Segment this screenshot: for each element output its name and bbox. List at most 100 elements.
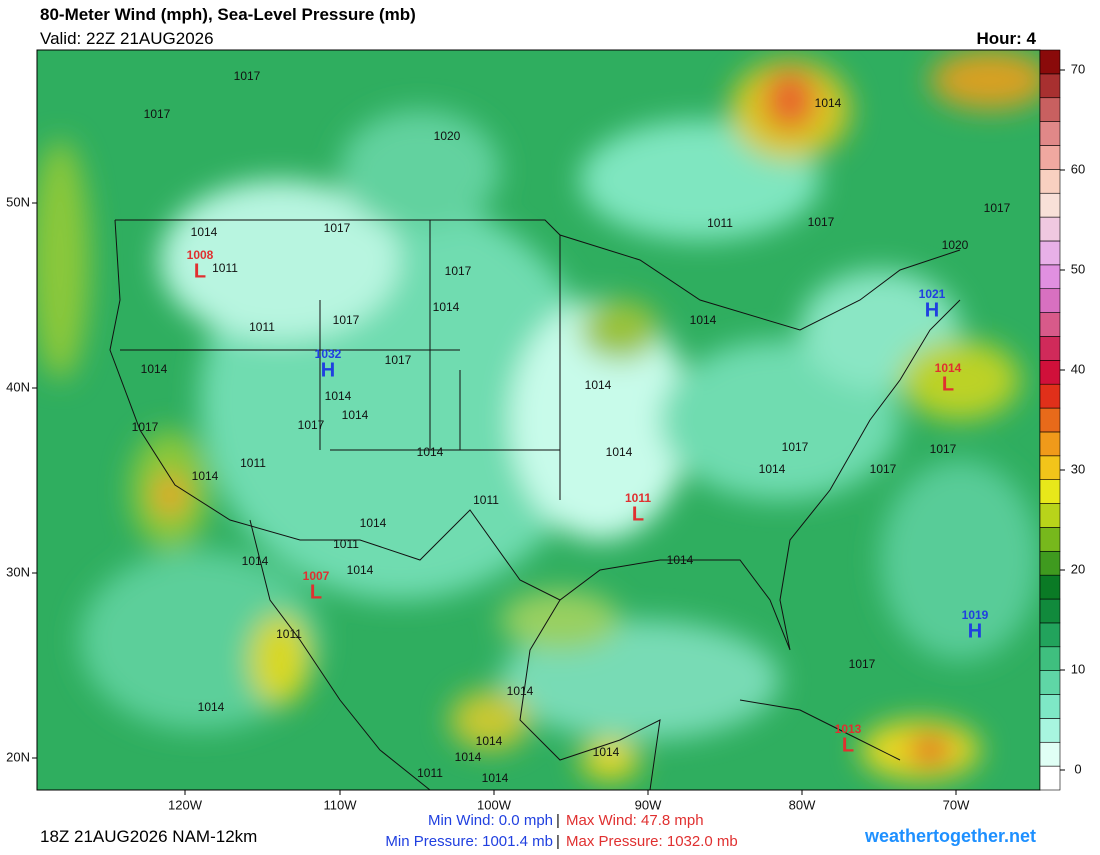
isobar-label: 1017 — [930, 442, 957, 456]
isobar-label: 1014 — [325, 389, 352, 403]
isobar-label: 1017 — [849, 657, 876, 671]
isobar-label: 1014 — [141, 362, 168, 376]
isobar-label: 1017 — [445, 264, 472, 278]
colorbar-label: 50 — [1071, 261, 1085, 276]
isobar-label: 1014 — [606, 445, 633, 459]
isobar-label: 1017 — [234, 69, 261, 83]
isobar-label: 1017 — [808, 215, 835, 229]
model-run: 18Z 21AUG2026 NAM-12km — [40, 827, 257, 846]
isobar-label: 1017 — [132, 420, 159, 434]
colorbar-swatch — [1039, 550, 1061, 576]
pressure-symbol: L — [632, 503, 644, 525]
isobar-label: 1014 — [455, 750, 482, 764]
map-area — [37, 50, 1040, 790]
lat-label: 30N — [6, 564, 30, 579]
colorbar-swatch — [1039, 192, 1061, 218]
colorbar-label: 0 — [1074, 761, 1081, 776]
isobar-label: 1014 — [417, 445, 444, 459]
isobar-label: 1017 — [385, 353, 412, 367]
valid-time: Valid: 22Z 21AUG2026 — [40, 29, 214, 48]
lat-label: 50N — [6, 194, 30, 209]
colorbar-swatch — [1039, 741, 1061, 767]
isobar-label: 1011 — [212, 261, 238, 275]
isobar-label: 1017 — [144, 107, 171, 121]
colorbar-swatch — [1039, 503, 1061, 528]
stats: Min Wind: 0.0 mph | Max Wind: 47.8 mph M… — [385, 812, 737, 850]
lon-label: 100W — [477, 797, 512, 812]
isobar-label: 1014 — [433, 300, 460, 314]
wind-field — [37, 50, 1040, 780]
isobar-label: 1011 — [276, 627, 302, 641]
isobar-label: 1014 — [585, 378, 612, 392]
isobar-label: 1020 — [942, 238, 969, 252]
isobar-label: 1014 — [482, 771, 509, 785]
pressure-symbol: H — [968, 620, 982, 642]
isobar-label: 1011 — [707, 216, 733, 230]
isobar-label: 1014 — [242, 554, 269, 568]
min-pressure: Min Pressure: 1001.4 mb — [385, 833, 553, 850]
isobar-label: 1014 — [759, 462, 786, 476]
colorbar-swatch — [1039, 288, 1061, 313]
lon-label: 70W — [943, 797, 970, 812]
pressure-symbol: H — [321, 359, 335, 381]
colorbar-swatch — [1039, 73, 1061, 99]
colorbar-swatch — [1039, 169, 1061, 194]
isobar-label: 1017 — [333, 313, 360, 327]
separator: | — [556, 812, 560, 829]
pressure-symbol: L — [310, 581, 322, 603]
isobar-label: 1014 — [342, 408, 369, 422]
colorbar-label: 30 — [1071, 461, 1085, 476]
max-pressure: Max Pressure: 1032.0 mb — [566, 833, 738, 850]
isobar-label: 1014 — [191, 225, 218, 239]
colorbar-swatch — [1039, 527, 1061, 552]
pressure-value: 1019 — [962, 608, 989, 622]
isobar-label: 1017 — [984, 201, 1011, 215]
colorbar-swatch — [1039, 455, 1061, 480]
colorbar-swatch — [1039, 431, 1061, 457]
colorbar-swatch — [1039, 407, 1061, 433]
colorbar-swatch — [1039, 336, 1061, 361]
pressure-value: 1008 — [187, 248, 214, 262]
colorbar-swatch — [1039, 121, 1061, 146]
isobar-label: 1017 — [870, 462, 897, 476]
isobar-label: 1014 — [347, 563, 374, 577]
lon-label: 110W — [324, 797, 358, 812]
pressure-value: 1014 — [935, 361, 962, 375]
colorbar-swatch — [1039, 574, 1061, 600]
pressure-value: 1021 — [919, 287, 946, 301]
isobar-label: 1014 — [192, 469, 219, 483]
lat-label: 20N — [6, 749, 30, 764]
forecast-hour: Hour: 4 — [977, 29, 1037, 48]
lon-label: 120W — [168, 797, 203, 812]
isobar-label: 1020 — [434, 129, 461, 143]
separator: | — [556, 833, 560, 850]
lat-label: 40N — [6, 379, 30, 394]
colorbar-swatch — [1039, 670, 1061, 695]
borders — [109, 219, 961, 790]
colorbar-swatch — [1039, 598, 1061, 624]
isobar-label: 1014 — [360, 516, 387, 530]
min-wind: Min Wind: 0.0 mph — [428, 812, 553, 829]
isobar-label: 1011 — [333, 537, 359, 551]
isobar-label: 1011 — [240, 456, 266, 470]
colorbar-label: 40 — [1071, 361, 1085, 376]
colorbar-swatch — [1039, 765, 1061, 791]
colorbar-label: 60 — [1071, 161, 1085, 176]
isobar-label: 1017 — [324, 221, 351, 235]
colorbar-swatch — [1039, 694, 1061, 719]
colorbar-swatch — [1039, 479, 1061, 504]
colorbar-label: 20 — [1071, 561, 1085, 576]
isobar-label: 1017 — [298, 418, 325, 432]
title: 80-Meter Wind (mph), Sea-Level Pressure … — [40, 5, 416, 24]
isobar-label: 1014 — [593, 745, 620, 759]
pressure-symbol: L — [194, 260, 206, 282]
isobar-label: 1011 — [249, 320, 275, 334]
pressure-value: 1007 — [303, 569, 330, 583]
colorbar-swatch — [1039, 360, 1061, 385]
isobar-label: 1014 — [815, 96, 842, 110]
colorbar-swatch — [1039, 264, 1061, 290]
site-credit: weathertogether.net — [864, 826, 1036, 846]
isobar-label: 1011 — [473, 493, 499, 507]
